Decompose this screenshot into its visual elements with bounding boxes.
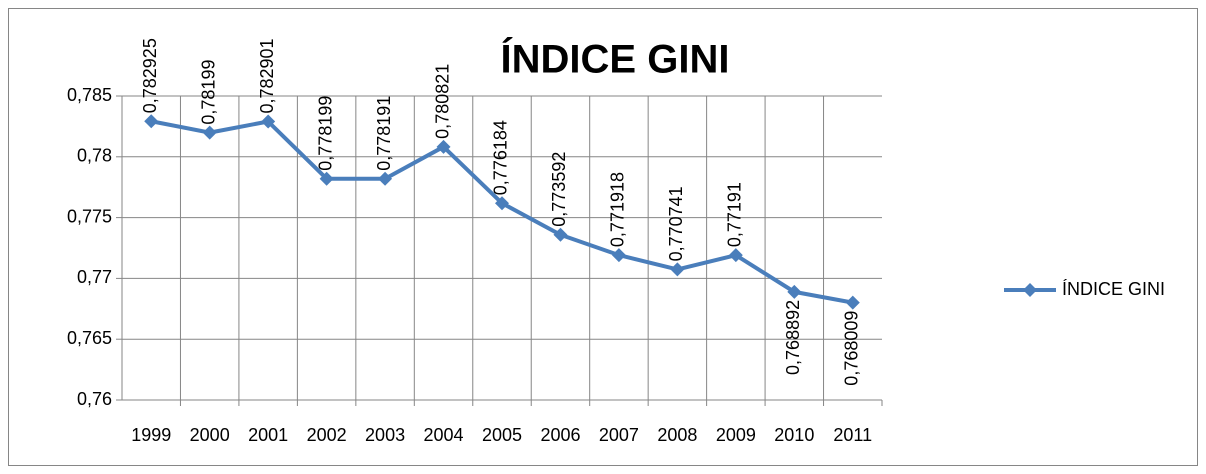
point-marker [611,248,626,263]
x-tick-label: 2005 [482,425,522,445]
legend-marker [1023,283,1037,297]
data-label: 0,776184 [491,120,511,195]
data-label: 0,77191 [725,182,745,247]
point-marker [436,139,451,154]
x-tick-label: 2009 [716,425,756,445]
point-marker [787,284,802,299]
point-marker [845,295,860,310]
x-tick-label: 2011 [833,425,872,445]
data-label: 0,778191 [374,96,394,171]
x-tick-label: 2006 [540,425,580,445]
legend-label: ÍNDICE GINI [1062,279,1165,299]
data-label: 0,771918 [608,172,628,247]
point-marker [144,114,159,129]
x-tick-label: 2007 [599,425,639,445]
data-label: 0,78199 [198,60,218,125]
point-marker [495,196,509,211]
y-tick-label: 0,77 [77,267,112,287]
chart-title: ÍNDICE GINI [501,37,730,82]
x-tick-label: 2002 [307,425,347,445]
point-marker [553,227,568,242]
point-marker [261,114,276,129]
data-label: 0,768892 [783,300,803,375]
point-marker [728,248,743,263]
x-tick-label: 2010 [774,425,814,445]
x-tick-label: 2008 [657,425,697,445]
x-tick-label: 2001 [248,425,288,445]
data-label: 0,780821 [432,64,452,139]
y-tick-label: 0,765 [67,328,112,348]
point-marker [202,125,217,140]
data-label: 0,770741 [666,186,686,261]
point-marker [319,171,334,186]
y-tick-label: 0,78 [77,146,112,166]
data-label: 0,773592 [549,152,569,227]
y-tick-label: 0,76 [77,389,112,409]
x-tick-label: 2003 [365,425,405,445]
point-marker [670,262,685,277]
y-tick-label: 0,785 [67,85,112,105]
x-tick-label: 2004 [424,425,464,445]
data-label: 0,782901 [257,38,277,113]
y-tick-label: 0,775 [67,206,112,226]
data-label: 0,782925 [140,38,160,113]
data-label: 0,768009 [842,311,862,386]
x-tick-label: 2000 [190,425,230,445]
chart-border [8,8,1198,466]
data-label: 0,778199 [315,96,335,171]
x-tick-label: 1999 [131,425,171,445]
point-marker [378,171,393,186]
